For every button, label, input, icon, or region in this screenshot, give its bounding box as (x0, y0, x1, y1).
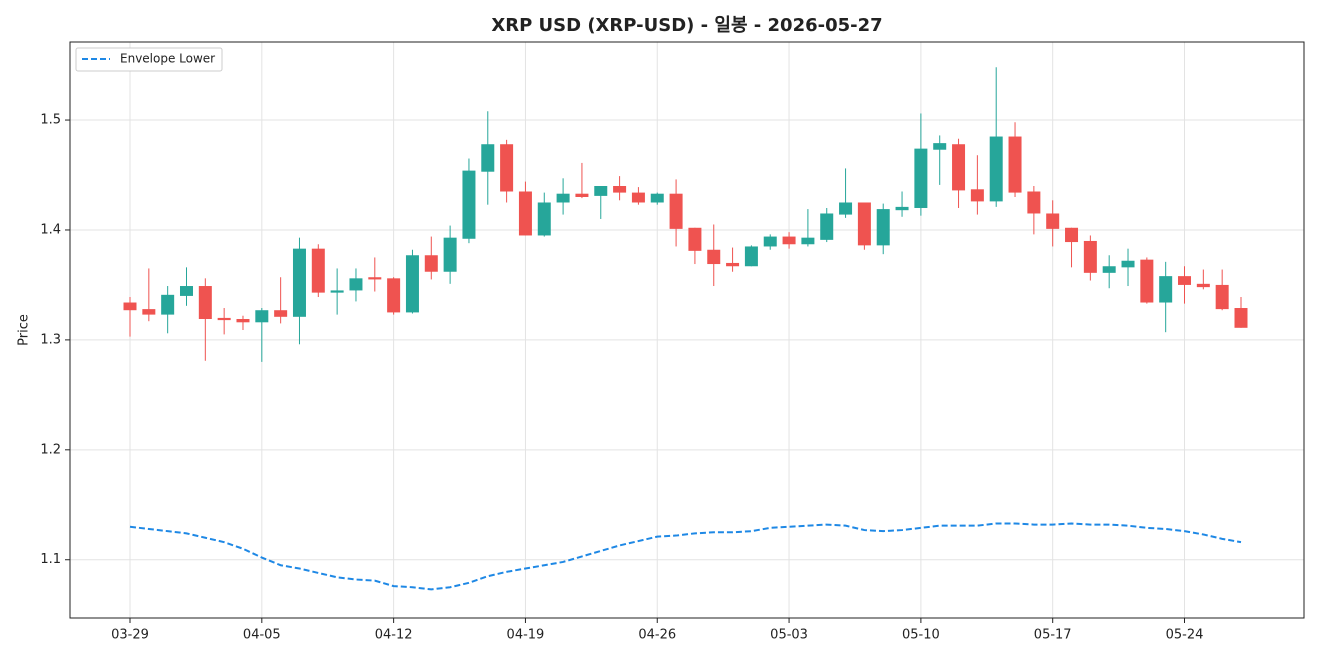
x-tick-label: 04-26 (638, 628, 676, 643)
candle-body (707, 249, 721, 265)
candle-body (443, 237, 457, 272)
candle-body (518, 191, 532, 236)
marks-layer (123, 67, 1248, 591)
candle-body (895, 206, 909, 211)
y-tick-label: 1.3 (40, 332, 61, 347)
candle-body (123, 302, 137, 311)
candle-body (613, 186, 627, 193)
candle-body (311, 248, 325, 293)
x-tick-label: 05-10 (902, 628, 940, 643)
x-tick-label: 04-05 (243, 628, 281, 643)
candle-body (481, 144, 495, 172)
x-tick-label: 04-12 (375, 628, 413, 643)
candle-body (217, 317, 231, 321)
candle-body (763, 236, 777, 247)
candle-body (744, 246, 758, 267)
candle-body (292, 248, 306, 317)
candle-body (669, 193, 683, 229)
candle-body (1102, 266, 1116, 273)
candle-body (1065, 227, 1079, 243)
candle-body (726, 262, 740, 267)
candle-body (236, 319, 250, 323)
candle-body (387, 278, 401, 313)
envelope-line (129, 522, 1242, 591)
candle-body (575, 193, 589, 197)
candle-body (1178, 276, 1192, 285)
candle-body (594, 186, 608, 196)
y-tick-label: 1.1 (40, 552, 61, 567)
chart-title: XRP USD (XRP-USD) - 일봉 - 2026-05-27 (491, 15, 882, 36)
candle-body (688, 227, 702, 251)
y-axis-label: Price (17, 314, 32, 346)
grid-layer (70, 42, 1304, 618)
plot-frame (69, 41, 1305, 619)
candle-body (349, 278, 363, 291)
candle-body (462, 170, 476, 239)
y-tick-label: 1.5 (40, 113, 61, 128)
candle-body (255, 310, 269, 323)
candle-body (914, 148, 928, 208)
candle-body (1008, 136, 1022, 193)
candle-body (1027, 191, 1041, 214)
y-tick-label: 1.4 (40, 222, 61, 237)
x-tick-label: 04-19 (507, 628, 545, 643)
candle-body (631, 192, 645, 203)
y-tick-label: 1.2 (40, 442, 61, 457)
candle-body (1083, 240, 1097, 273)
x-tick-label: 05-17 (1034, 628, 1072, 643)
candle-body (330, 290, 344, 293)
candle-body (142, 309, 156, 315)
legend-box (75, 47, 223, 72)
candle-body (801, 237, 815, 245)
candle-body (179, 286, 193, 296)
candle-body (556, 193, 570, 203)
candle-body (1140, 259, 1154, 303)
x-tick-label: 05-03 (770, 628, 808, 643)
candle-body (1215, 284, 1229, 310)
candle-body (274, 310, 288, 317)
candle-body (1159, 276, 1173, 303)
candle-body (952, 144, 966, 191)
legend-label: Envelope Lower (120, 52, 215, 66)
candle-body (500, 144, 514, 192)
candle-body (198, 286, 212, 320)
candle-body (970, 189, 984, 202)
candle-body (1234, 308, 1248, 328)
candle-body (650, 193, 664, 203)
candle-body (424, 255, 438, 272)
candle-body (989, 136, 1003, 202)
x-tick-label: 05-24 (1166, 628, 1204, 643)
candle-body (820, 213, 834, 240)
candle-body (857, 202, 871, 246)
candle-body (782, 236, 796, 245)
candle-body (839, 202, 853, 215)
x-tick-label: 03-29 (111, 628, 149, 643)
candle-body (1121, 260, 1135, 268)
candle-body (1196, 283, 1210, 288)
candle-body (933, 143, 947, 150)
candle-body (368, 277, 382, 280)
legend: Envelope Lower (75, 47, 223, 72)
candle-body (405, 255, 419, 313)
candle-body (1046, 213, 1060, 229)
candle-body (876, 209, 890, 246)
candle-body (161, 294, 175, 315)
candle-body (537, 202, 551, 236)
